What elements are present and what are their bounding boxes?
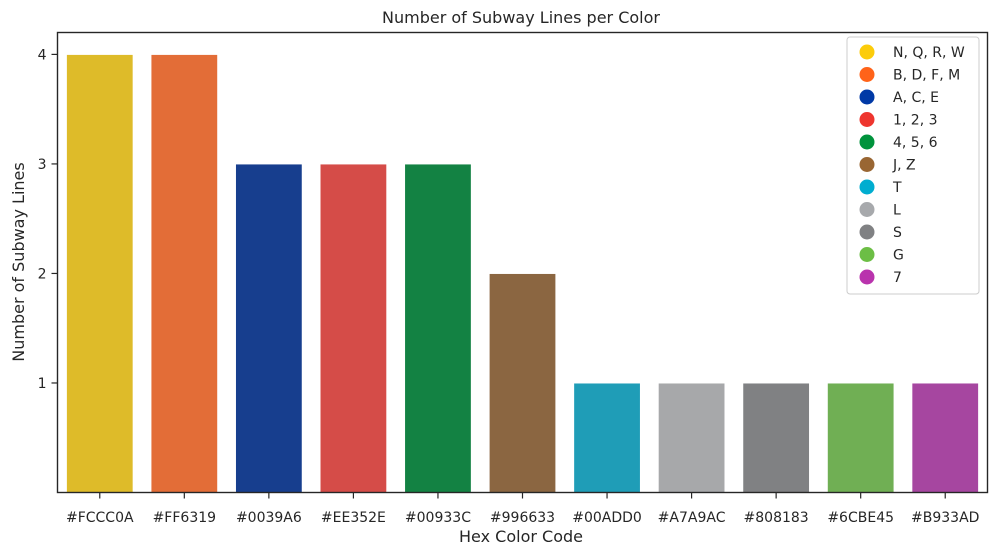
x-axis-title: Hex Color Code xyxy=(459,527,583,546)
legend-label: B, D, F, M xyxy=(893,68,960,84)
legend-label: 1, 2, 3 xyxy=(893,113,938,129)
legend-label: N, Q, R, W xyxy=(893,45,965,61)
legend-label: 7 xyxy=(893,270,902,286)
bar xyxy=(657,382,726,494)
y-axis: 1 2 3 4 xyxy=(38,47,58,392)
y-tick-label: 1 xyxy=(38,376,47,392)
legend-marker xyxy=(859,179,875,195)
legend-marker xyxy=(859,134,875,150)
legend: N, Q, R, W B, D, F, M A, C, E 1, 2, 3 4, 5, … xyxy=(846,36,980,295)
bars-group xyxy=(65,53,980,494)
legend-label: T xyxy=(892,180,902,196)
legend-marker xyxy=(859,202,875,217)
legend-label: S xyxy=(893,225,902,241)
legend-label: 4, 5, 6 xyxy=(893,135,938,151)
legend-label: J, Z xyxy=(892,158,916,174)
x-axis: #FCCC0A #FF6319 #0039A6 #EE352E #00933C #9966… xyxy=(66,492,979,526)
x-tick-label: #808183 xyxy=(744,510,809,526)
x-tick-label: #FCCC0A xyxy=(66,510,134,526)
legend-label: A, C, E xyxy=(893,90,939,106)
x-tick-label: #EE352E xyxy=(321,510,386,526)
x-tick-label: #0039A6 xyxy=(236,510,302,526)
legend-frame xyxy=(846,36,980,295)
x-tick-label: #B933AD xyxy=(911,510,979,526)
x-tick-label: #A7A9AC xyxy=(658,510,726,526)
legend-marker xyxy=(859,224,875,240)
y-tick-label: 3 xyxy=(38,157,47,173)
y-axis-title: Number of Subway Lines xyxy=(9,162,28,361)
legend-label: L xyxy=(893,203,901,219)
legend-label: G xyxy=(893,248,904,264)
bar xyxy=(742,382,811,494)
y-tick-label: 2 xyxy=(38,266,47,282)
x-tick-label: #996633 xyxy=(490,510,555,526)
legend-marker xyxy=(859,112,875,127)
x-tick-label: #FF6319 xyxy=(153,510,216,526)
bar xyxy=(826,382,895,494)
legend-marker xyxy=(859,157,875,172)
x-tick-label: #00933C xyxy=(405,510,471,526)
bar xyxy=(234,163,303,494)
bar xyxy=(319,163,388,494)
legend-marker xyxy=(859,269,875,285)
bar xyxy=(404,163,472,494)
y-tick-label: 4 xyxy=(38,47,47,63)
bar xyxy=(573,382,641,494)
x-tick-label: #6CBE45 xyxy=(827,510,894,526)
bar xyxy=(150,53,219,494)
legend-marker xyxy=(859,44,875,60)
bar xyxy=(488,272,557,494)
bar xyxy=(65,53,134,494)
legend-marker xyxy=(859,89,875,105)
chart-title: Number of Subway Lines per Color xyxy=(382,8,660,27)
bar xyxy=(911,382,980,494)
legend-marker xyxy=(859,247,875,262)
x-tick-label: #00ADD0 xyxy=(572,510,642,526)
legend-marker xyxy=(859,67,875,82)
